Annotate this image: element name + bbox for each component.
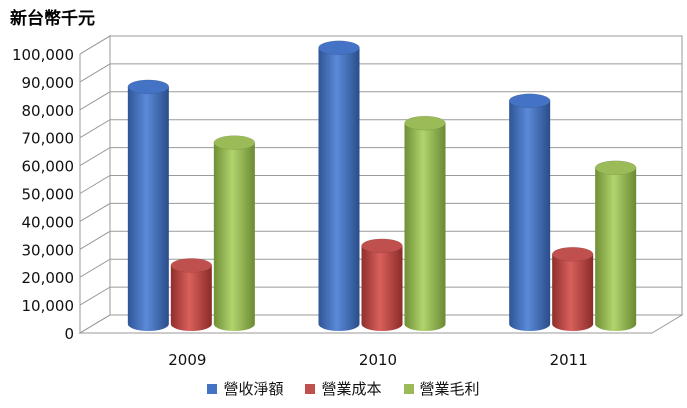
bar-top <box>551 247 594 262</box>
gridline <box>79 286 682 306</box>
gridline <box>79 314 682 334</box>
bar-top <box>508 93 551 109</box>
y-axis-tick-labels: 0 10,000 20,000 30,000 40,000 50,000 60,000 70,… <box>12 46 74 343</box>
gridline <box>79 202 682 222</box>
bar-top <box>361 238 403 254</box>
y-tick-label: 40,000 <box>22 213 75 231</box>
gridline <box>79 147 682 167</box>
y-tick-label: 10,000 <box>22 297 75 315</box>
gridline <box>79 230 682 250</box>
gridline <box>79 35 682 55</box>
bar <box>361 238 403 332</box>
bar <box>318 40 360 332</box>
legend-item-gross-profit: 營業毛利 <box>403 378 480 399</box>
y-tick-label: 20,000 <box>22 269 75 287</box>
bar <box>404 115 446 332</box>
bar-body <box>404 123 446 332</box>
y-tick-label: 0 <box>64 325 74 343</box>
x-axis-tick-labels: 2009 2010 2011 <box>168 351 588 369</box>
bar-body <box>509 100 551 331</box>
bar-top <box>170 258 213 273</box>
legend-item-revenue: 營收淨額 <box>207 378 283 399</box>
bar-body <box>552 254 594 332</box>
legend-label-cost: 營業成本 <box>321 380 382 398</box>
bar-body <box>127 86 169 332</box>
bar-top <box>213 135 256 150</box>
legend-swatch-revenue <box>207 383 218 394</box>
bar-body <box>361 245 403 332</box>
bar <box>170 258 213 332</box>
legend: 營收淨額 營業成本 營業毛利 <box>0 378 687 399</box>
gridline <box>79 119 682 139</box>
y-tick-label: 30,000 <box>22 241 75 259</box>
legend-item-cost: 營業成本 <box>305 378 382 399</box>
gridline <box>79 63 682 83</box>
bar <box>594 160 637 332</box>
legend-label-revenue: 營收淨額 <box>223 380 284 398</box>
y-tick-label: 60,000 <box>22 158 75 176</box>
bar-series <box>127 40 637 332</box>
bar-chart: 0 10,000 20,000 30,000 40,000 50,000 60,000 70,… <box>12 35 684 369</box>
y-tick-label: 70,000 <box>22 130 75 148</box>
legend-swatch-gross-profit <box>403 383 414 394</box>
gridline <box>79 91 682 111</box>
gridline <box>79 175 682 194</box>
y-tick-label: 80,000 <box>22 102 75 120</box>
bar <box>213 135 256 332</box>
bar-top <box>594 160 637 176</box>
legend-label-gross-profit: 營業毛利 <box>419 380 480 398</box>
legend-swatch-cost <box>305 383 316 394</box>
bar-body <box>595 167 637 332</box>
bar-body <box>170 265 212 332</box>
bar-body <box>318 47 360 332</box>
bar-body <box>213 142 255 332</box>
x-tick-label: 2009 <box>168 351 206 369</box>
y-tick-label: 50,000 <box>22 186 75 204</box>
bar-top <box>127 79 170 95</box>
unit-label: 新台幣千元 <box>10 9 95 29</box>
bar <box>551 247 594 332</box>
bar <box>508 93 551 331</box>
bar-top <box>318 40 360 56</box>
y-tick-label: 100,000 <box>12 46 74 64</box>
y-tick-label: 90,000 <box>22 74 75 92</box>
x-tick-label: 2011 <box>550 351 588 369</box>
bar-top <box>404 115 446 131</box>
gridline <box>79 258 682 278</box>
bar <box>127 79 170 332</box>
x-tick-label: 2010 <box>359 351 397 369</box>
